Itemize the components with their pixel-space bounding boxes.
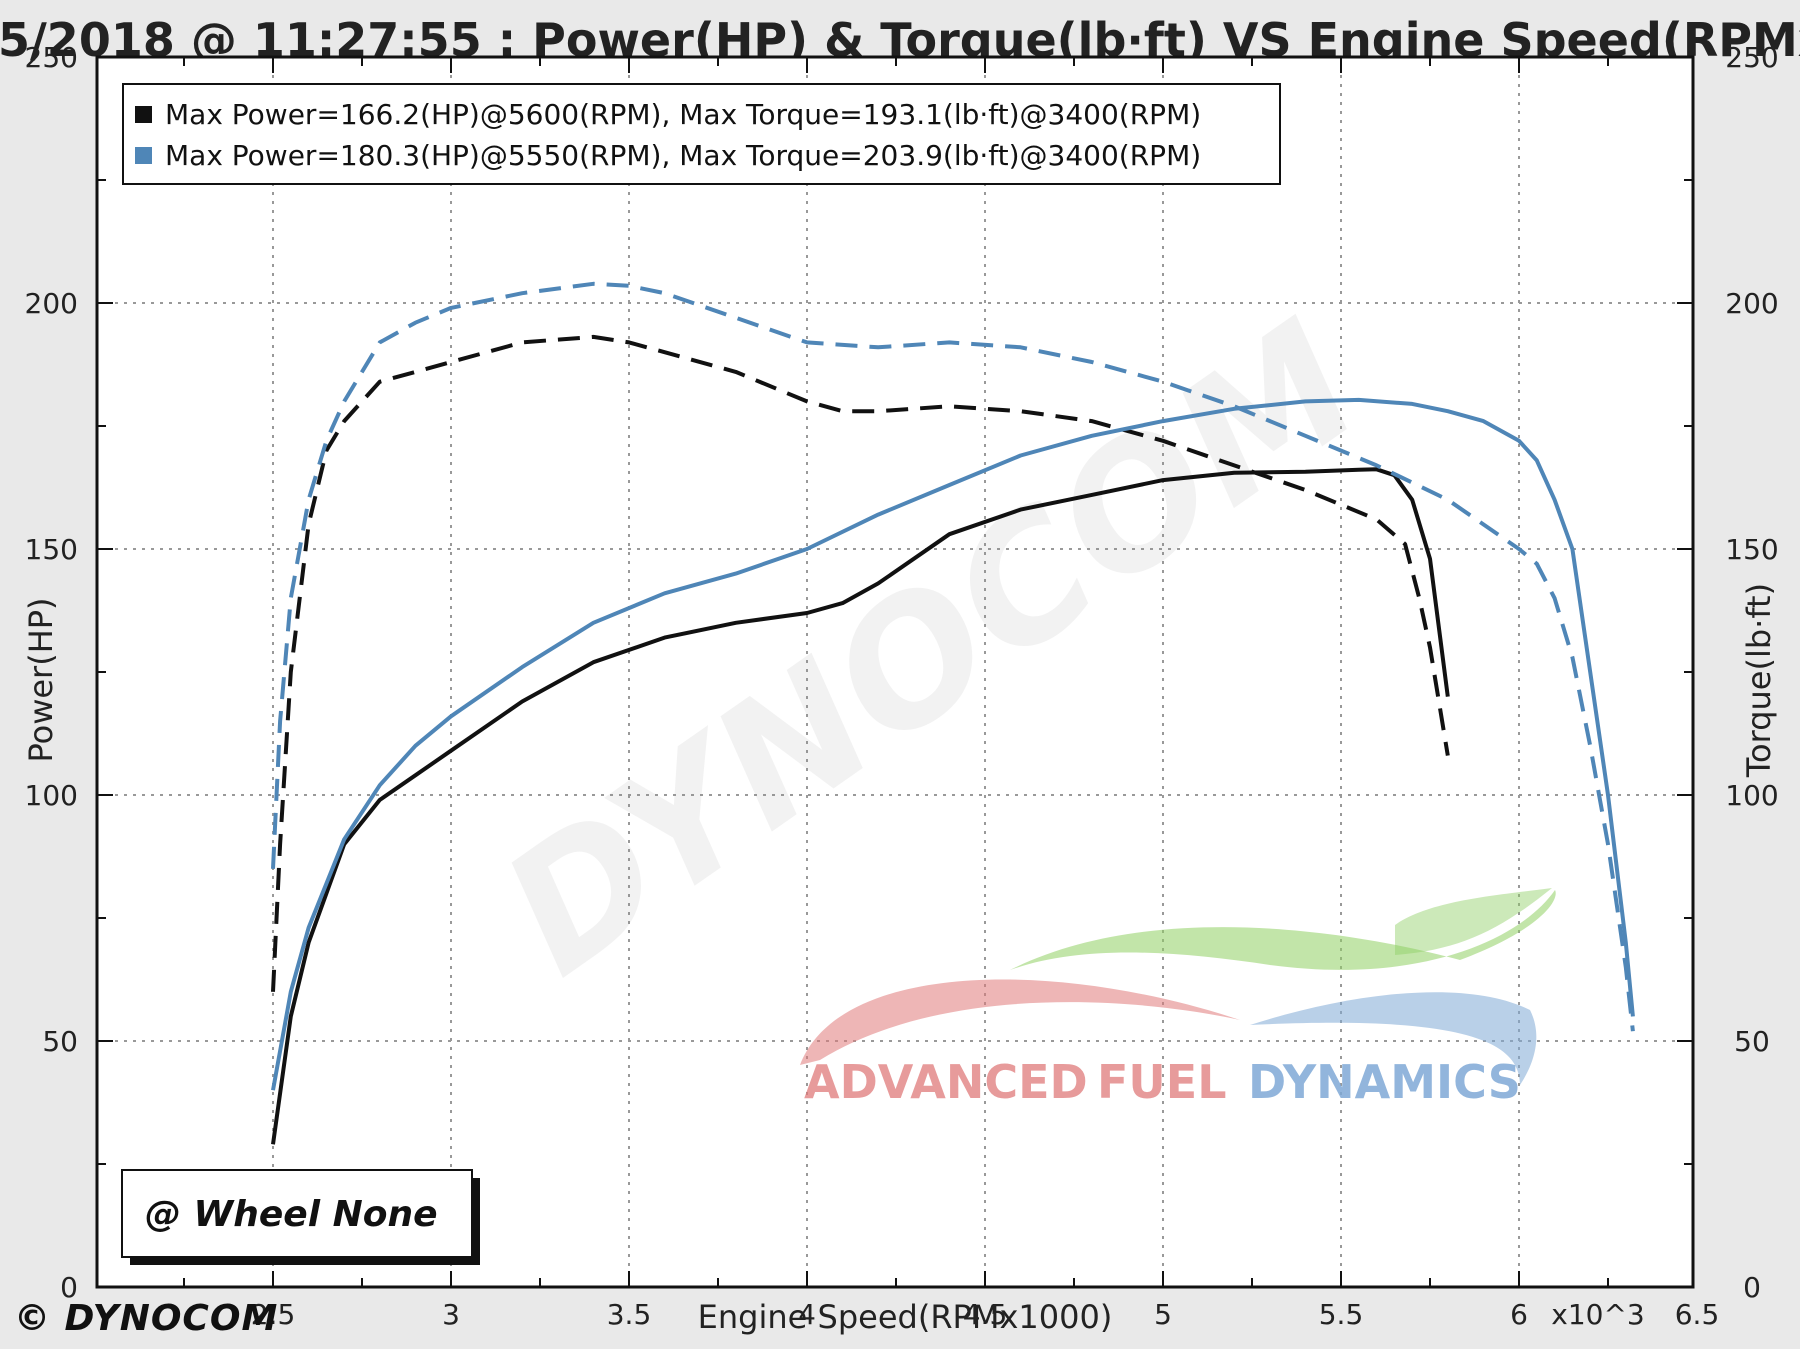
y-tick-label-left: 200	[25, 287, 78, 320]
y-tick-label-left: 0	[60, 1271, 78, 1304]
logo-green-swoosh	[1010, 890, 1556, 970]
legend-box	[122, 83, 1281, 185]
y-tick-label-right: 250	[1725, 41, 1778, 74]
x-tick-label: 6	[1510, 1298, 1528, 1331]
plot-area	[97, 57, 1693, 1287]
series-torque-run1	[271, 334, 1450, 992]
y-tick-label-right: 0	[1743, 1271, 1761, 1304]
advanced-fuel-dynamics-logo: ADVANCED FUEL DYNAMICS	[800, 888, 1556, 1109]
y-axis-label-left: Power(HP)	[22, 597, 60, 762]
y-tick-label-left: 250	[25, 41, 78, 74]
x-tick-label: 3.5	[607, 1298, 652, 1331]
legend-entry-run1: Max Power=166.2(HP)@5600(RPM), Max Torqu…	[165, 98, 1201, 131]
series-power-run1	[271, 467, 1450, 1145]
legend-swatch-run2	[135, 147, 152, 164]
legend-entry-run2: Max Power=180.3(HP)@5550(RPM), Max Torqu…	[165, 139, 1201, 172]
logo-word-fuel: FUEL	[1097, 1055, 1227, 1109]
copyright-brand: © DYNOCOM	[14, 1298, 278, 1339]
x-tick-label: 2.5	[251, 1298, 296, 1331]
logo-leaf	[1395, 888, 1552, 955]
series-power-run2	[271, 397, 1635, 1091]
x-tick-label: 5.5	[1319, 1298, 1364, 1331]
logo-blue-swoosh	[1250, 992, 1537, 1085]
legend-swatch-run1	[135, 106, 152, 123]
x-axis-unit-note: x10^3	[1551, 1298, 1644, 1331]
legend: Max Power=166.2(HP)@5600(RPM), Max Torqu…	[122, 83, 1281, 185]
x-tick-label: 6.5	[1675, 1298, 1720, 1331]
series-torque-run2	[271, 281, 1635, 1032]
logo-red-swoosh	[800, 979, 1240, 1065]
wheel-note-text: @ Wheel None	[145, 1194, 437, 1235]
y-tick-label-right: 50	[1734, 1025, 1770, 1058]
y-tick-label-right: 200	[1725, 287, 1778, 320]
series-lines	[271, 281, 1635, 1145]
x-tick-label: 5	[1154, 1298, 1172, 1331]
logo-word-advanced: ADVANCED	[804, 1055, 1088, 1109]
x-tick-label: 3	[442, 1298, 460, 1331]
y-tick-label-left: 50	[42, 1025, 78, 1058]
axis-ticks: 2.5 3 3.5 4 4.5 5 5.5 6 6.5 0 0 50 50 100 100 150 150 200…	[25, 41, 1779, 1331]
y-tick-label-right: 150	[1725, 533, 1778, 566]
y-axis-label-right: Torque(lb·ft)	[1740, 583, 1778, 778]
y-tick-label-right: 100	[1725, 779, 1778, 812]
x-tick-label: 4.5	[963, 1298, 1008, 1331]
wheel-note-box: @ Wheel None	[121, 1169, 480, 1265]
x-axis-label: Engine Speed(RPMx1000)	[698, 1298, 1113, 1336]
y-tick-label-left: 100	[25, 779, 78, 812]
wheel-note-panel	[121, 1169, 473, 1258]
logo-word-dynamics: DYNAMICS	[1248, 1055, 1521, 1109]
y-tick-label-left: 150	[25, 533, 78, 566]
gridlines	[97, 57, 1693, 1287]
x-tick-label: 4	[798, 1298, 816, 1331]
